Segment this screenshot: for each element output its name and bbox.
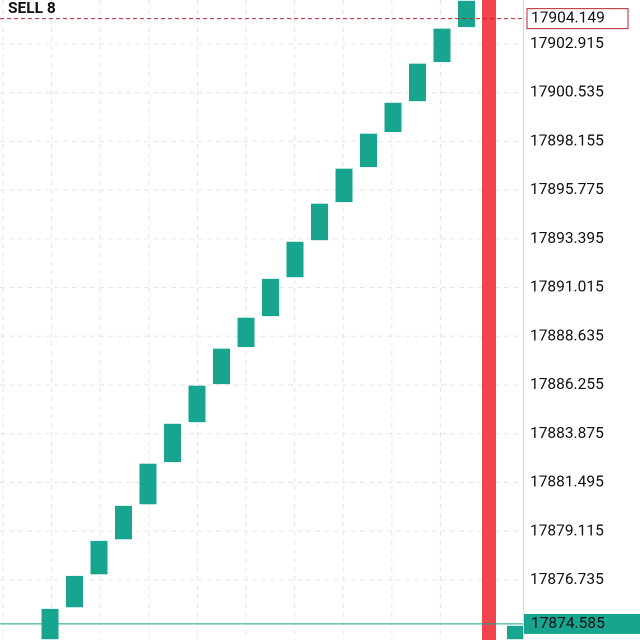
brick (66, 575, 83, 608)
price-tag (524, 613, 640, 634)
y-tick-label: 17883.875 (530, 424, 604, 442)
y-tick-label: 17881.495 (530, 473, 604, 491)
brick (139, 463, 157, 505)
brick (384, 102, 402, 133)
y-tick-label: 17891.015 (530, 278, 604, 296)
y-tick-label: 17876.735 (530, 570, 604, 588)
price-tag-label: 17904.149 (531, 9, 605, 27)
brick (360, 133, 377, 168)
brick (409, 63, 426, 102)
brick (90, 540, 108, 575)
y-tick-label: 17886.255 (530, 375, 604, 393)
brick (433, 28, 451, 63)
y-tick-label: 17902.915 (530, 34, 604, 52)
y-tick-label: 17879.115 (530, 521, 604, 539)
brick (262, 278, 279, 317)
brick (213, 348, 230, 385)
y-tick-label: 17900.535 (530, 83, 604, 101)
brick (164, 423, 181, 463)
brick (311, 203, 328, 241)
y-tick-label: 17898.155 (530, 131, 604, 149)
y-tick-label: 17893.395 (530, 229, 604, 247)
bricks (41, 0, 524, 640)
brick (286, 241, 304, 278)
brick (237, 317, 255, 348)
y-tick-label: 17895.775 (530, 180, 604, 198)
brick (115, 505, 132, 540)
y-tick-label: 17888.635 (530, 326, 604, 344)
brick (507, 625, 524, 640)
price-tag-label: 17874.585 (531, 614, 605, 632)
price-tag (526, 8, 629, 30)
brick (458, 0, 475, 28)
time-marker (482, 0, 496, 640)
order-label: SELL 8 (8, 0, 56, 17)
brick (188, 385, 206, 423)
price-axis: 17902.915 17900.535 17898.155 17895.775 1789… (530, 34, 604, 588)
brick (335, 168, 353, 203)
